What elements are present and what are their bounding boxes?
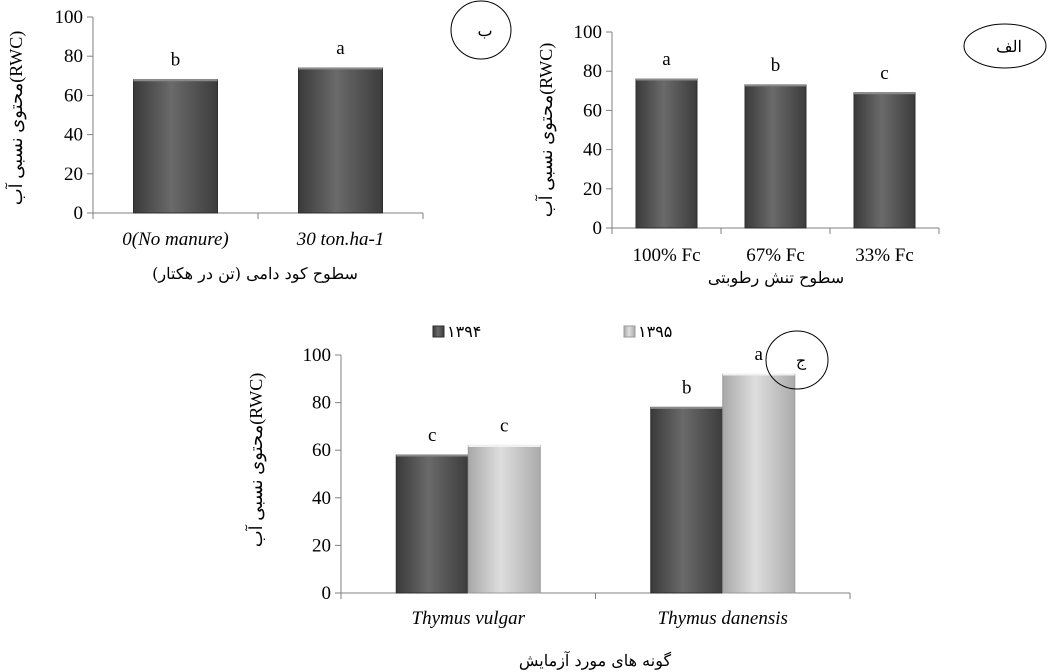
bar [853,92,916,229]
y-tick-label: 40 [312,488,331,509]
significance-letter: c [500,415,508,436]
y-tick-label: 80 [64,46,83,67]
y-tick-label: 60 [312,440,331,461]
x-category-label: 67% Fc [746,245,805,266]
y-tick-label: 20 [312,535,331,556]
x-axis-title: سطوح کود دامی (تن در هکتار) [152,264,358,283]
x-category-label: 30 ton.ha-1 [296,229,385,250]
legend-label: ۱۳۹۴ [447,322,481,341]
y-tick-label: 60 [583,100,602,121]
significance-letter: a [662,49,671,70]
bar-series2 [467,444,541,594]
significance-letter: a [336,38,345,59]
y-axis-title: محتوی نسبی آب(RWC) [245,373,267,548]
bar [133,79,218,214]
chart-b: 0 20 40 60 80 100 b 0(No manure) a 30 ton.ha-1 سطو… [5,0,512,283]
bar [635,78,698,229]
y-tick-label: 0 [322,583,332,604]
panel-badge-ellipse [963,23,1047,69]
y-tick-label: 100 [55,7,84,28]
significance-letter: b [171,50,181,71]
x-axis-title: سطوح تنش رطوبتی [708,268,844,287]
y-axis-title: محتوی نسبی آب(RWC) [535,43,557,218]
y-tick-label: 80 [583,61,602,82]
bar-series1 [395,454,469,594]
x-category-label: 33% Fc [855,245,914,266]
bar [298,67,383,214]
significance-letter: b [682,377,692,398]
significance-letter: b [771,55,781,76]
y-tick-label: 60 [64,85,83,106]
y-tick-label: 0 [593,218,603,239]
y-tick-label: 0 [74,203,84,224]
significance-letter: c [428,425,436,446]
x-category-label: 0(No manure) [122,229,228,250]
y-tick-label: 40 [64,125,83,146]
panel-badge-label: الف [996,37,1022,56]
legend-swatch [432,325,445,338]
panel-badge-ellipse [450,0,512,60]
significance-letter: c [880,63,888,84]
y-axis-title: محتوی نسبی آب(RWC) [5,31,27,206]
x-axis-title: گونه های مورد آزمایش [519,650,672,670]
y-tick-label: 40 [583,140,602,161]
y-tick-label: 80 [312,393,331,414]
bar [744,84,807,229]
significance-letter: a [755,344,764,365]
panel-badge-label: ج [796,351,807,370]
x-category-label: Thymus vulgar [412,608,526,629]
panel-badge-ellipse [765,330,829,390]
legend-swatch [623,325,636,338]
x-category-label: 100% Fc [632,245,700,266]
legend-label: ۱۳۹۵ [638,322,672,341]
y-tick-label: 100 [574,22,603,43]
chart-jim: 0 20 40 60 80 100 c c Thymus vulgar b a Thymus dane… [245,322,851,670]
x-category-label: Thymus danensis [658,608,788,629]
panel-badge-label: ب [477,21,492,40]
y-tick-label: 20 [64,164,83,185]
y-tick-label: 100 [303,345,332,366]
bar-series1 [650,406,724,594]
y-tick-label: 20 [583,179,602,200]
bar-series2 [722,373,796,594]
chart-alef: 0 20 40 60 80 100 a 100% Fc b 67% Fc c 33% Fc سطوح ت… [535,22,1047,287]
